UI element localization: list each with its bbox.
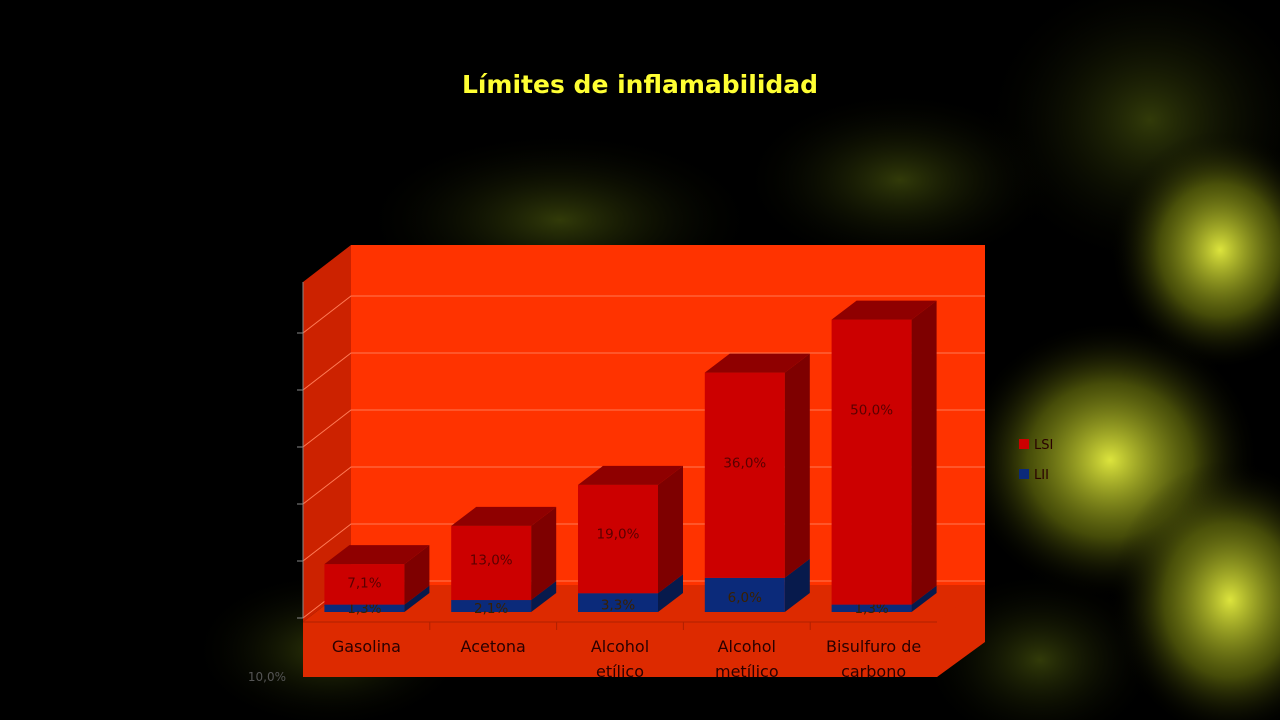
legend-swatch-lsi: [1019, 439, 1029, 449]
x-tick-label: Gasolina: [332, 637, 401, 656]
data-label-lii: 6,0%: [728, 590, 762, 606]
gridline: [302, 295, 985, 334]
chart-side-wall: [303, 245, 351, 622]
legend-label-lii: LII: [1034, 468, 1049, 483]
data-label-lsi: 19,0%: [597, 527, 640, 543]
legend-swatch-lii: [1019, 469, 1029, 479]
bar-side-lii: [531, 581, 557, 612]
bar-lsi: [451, 525, 532, 601]
legend-label-lsi: LSI: [1034, 438, 1053, 453]
bar-lii: [704, 577, 785, 612]
bar-lii: [451, 600, 532, 612]
bar-side-lsi: [531, 506, 557, 601]
bar-side-lsi: [404, 545, 430, 605]
bar-lsi: [578, 484, 658, 594]
data-label-lii: 2,1%: [474, 601, 508, 617]
bar-top-lsi: [578, 465, 683, 485]
bar-lii: [578, 593, 658, 612]
bar-side-lsi: [658, 465, 683, 594]
data-label-lsi: 13,0%: [470, 552, 513, 568]
data-label-lsi: 36,0%: [723, 456, 766, 472]
data-label-lsi: 50,0%: [850, 403, 893, 419]
data-label-lii: 1,3%: [347, 601, 381, 617]
bar-lii: [831, 604, 912, 612]
bar-side-lsi: [911, 300, 937, 605]
x-tick-label: Alcohol etílico: [591, 637, 649, 681]
chart-title: Límites de inflamabilidad: [461, 70, 819, 99]
bar-top-lsi: [831, 300, 937, 320]
data-label-lii: 1,3%: [854, 601, 888, 617]
x-tick-label: Alcohol metílico: [715, 637, 779, 681]
bar-top-lsi: [704, 353, 810, 373]
bar-side-lsi: [784, 353, 810, 578]
bar-side-lii: [658, 574, 683, 612]
data-label-lii: 3,3%: [601, 598, 635, 614]
gridline: [302, 352, 985, 391]
bar-side-lii: [911, 585, 937, 612]
bar-side-lii: [404, 585, 430, 612]
x-tick-label: Acetona: [461, 637, 526, 656]
chart-floor-front: [303, 585, 985, 677]
y-axis-label: 10,0%: [248, 670, 286, 684]
x-tick-label: Bisulfuro de carbono: [826, 637, 921, 681]
bar-side-lii: [784, 558, 810, 612]
bar-top-lsi: [451, 506, 557, 526]
bar-top-lsi: [324, 545, 430, 565]
data-label-lsi: 7,1%: [347, 575, 381, 591]
bar-lsi: [324, 564, 405, 605]
bar-lii: [324, 604, 405, 612]
bar-lsi: [831, 319, 912, 605]
bar-lsi: [704, 372, 785, 578]
